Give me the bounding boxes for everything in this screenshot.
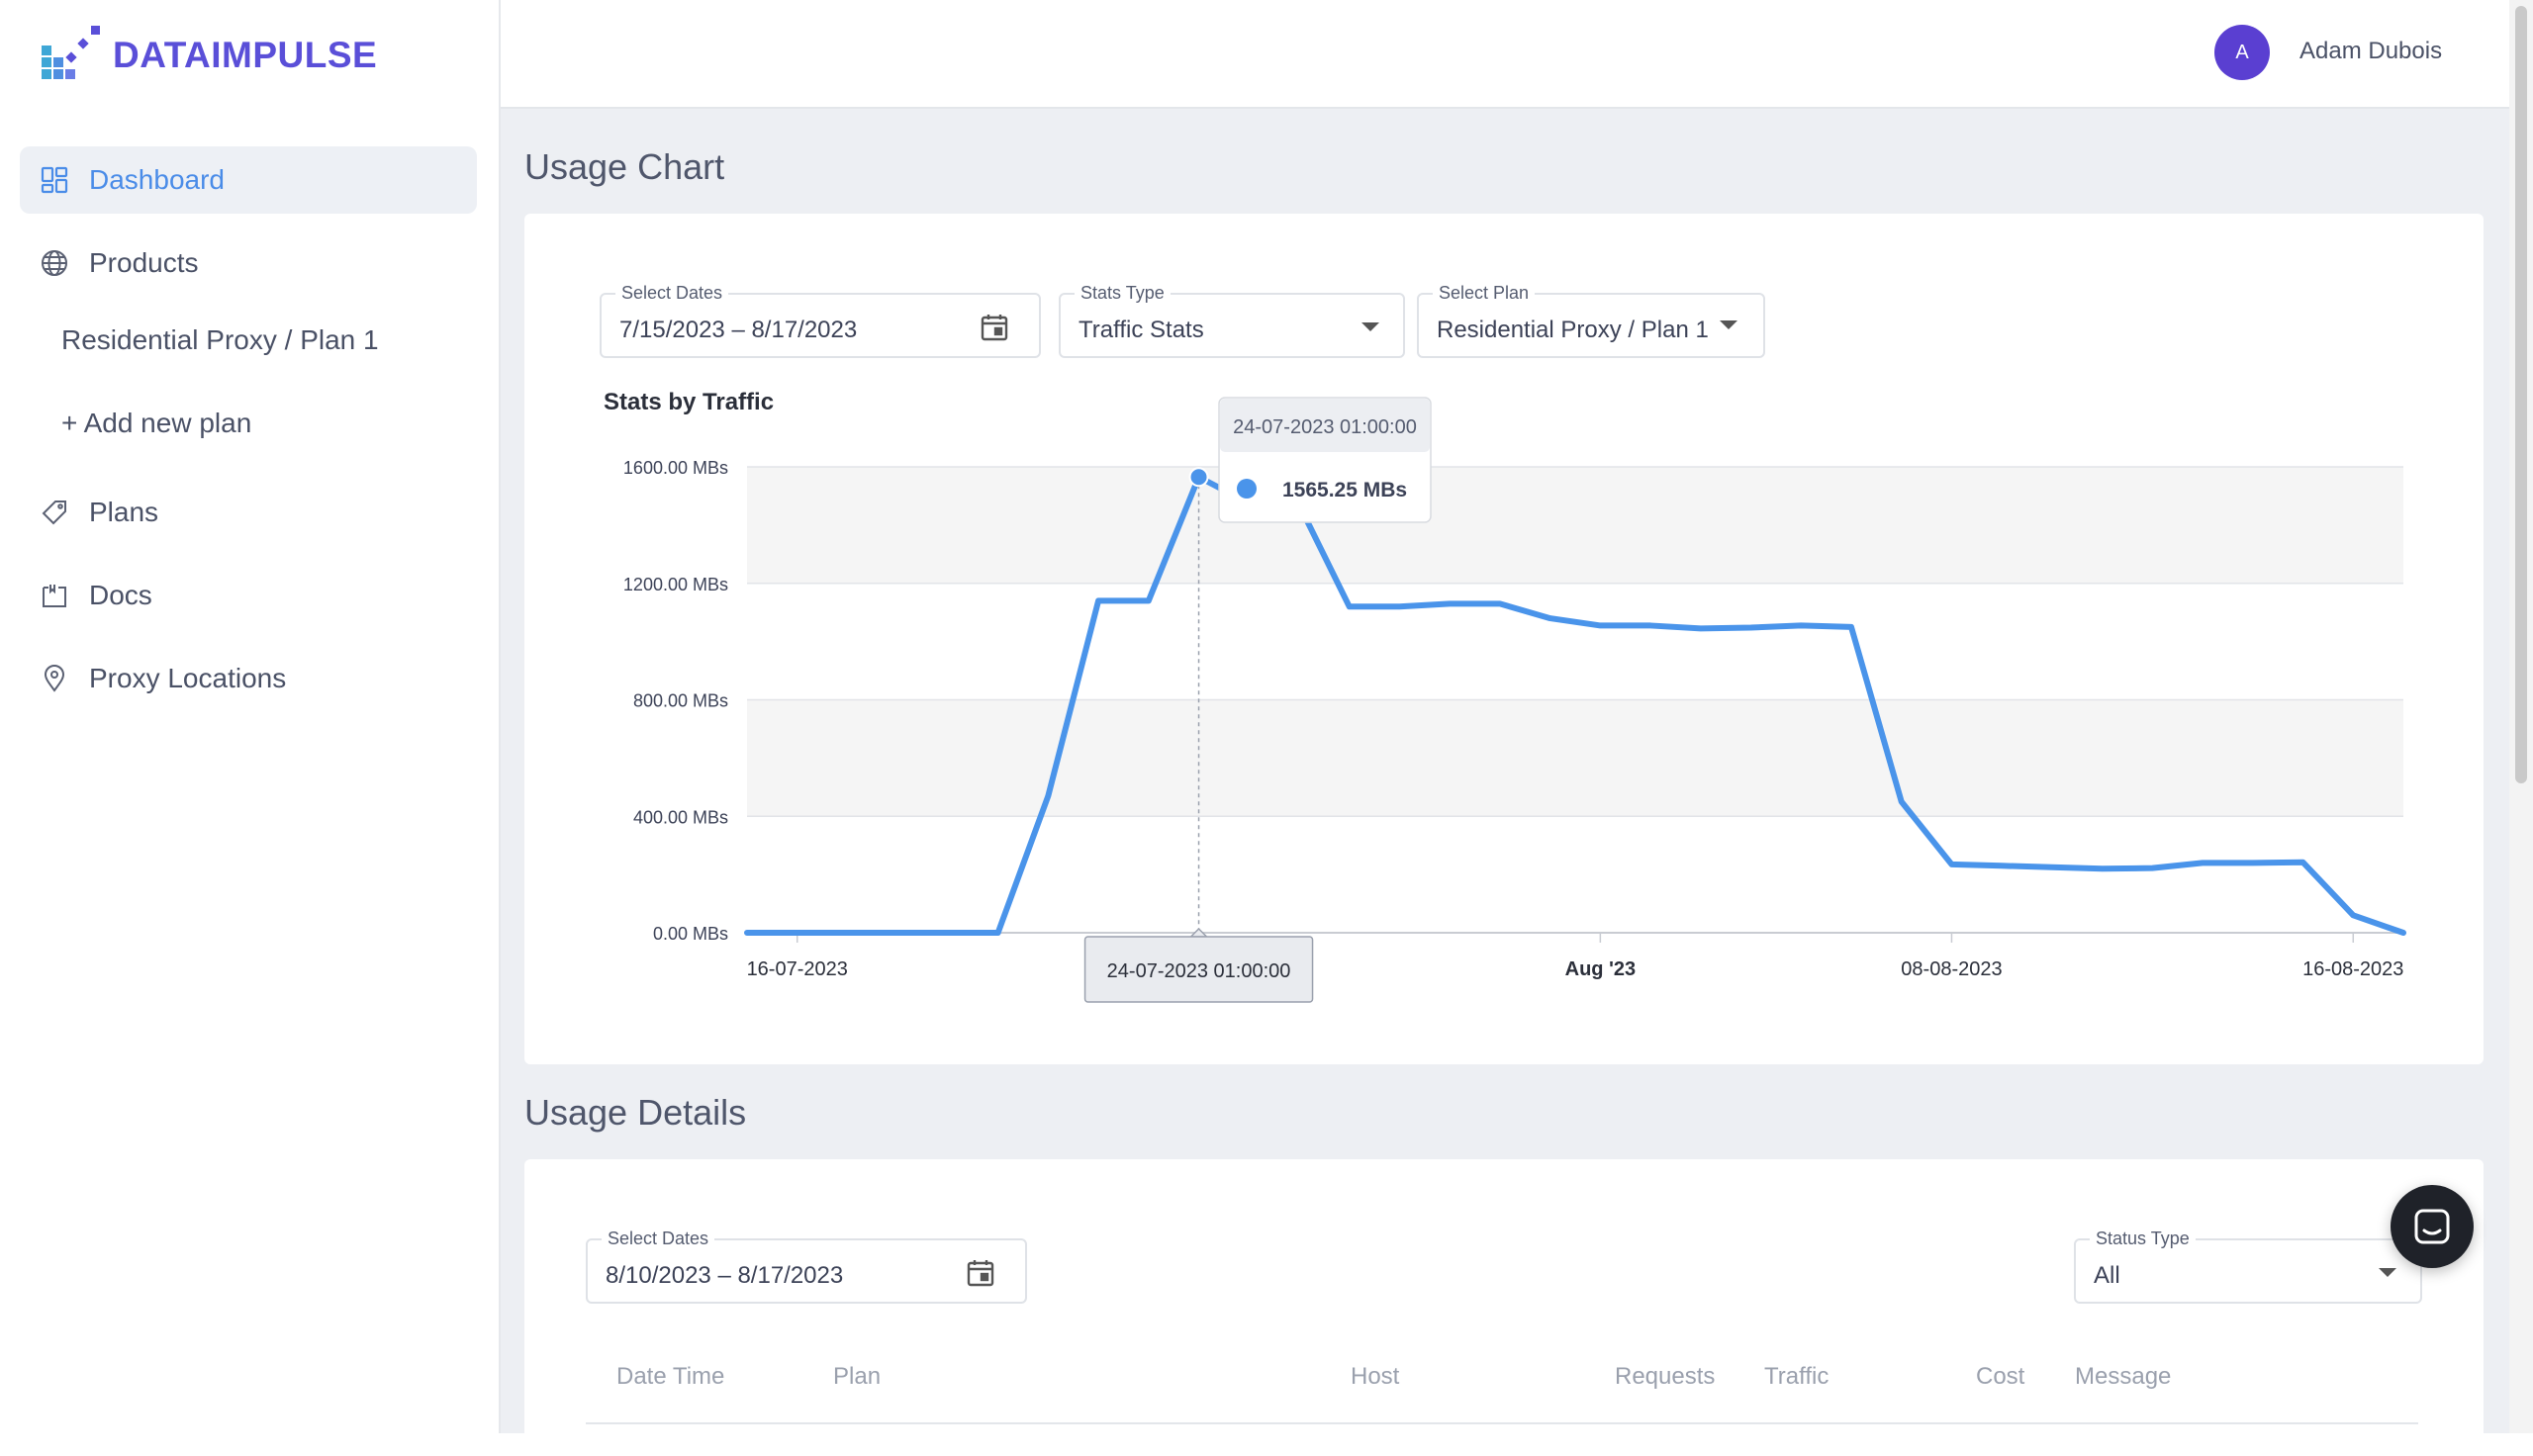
sidebar-item-residential-proxy-plan[interactable]: Residential Proxy / Plan 1 [61,324,379,355]
sidebar-item-label: Docs [89,580,152,610]
series-line [744,474,2406,936]
usage-details-title: Usage Details [524,1092,747,1133]
traffic-line-chart[interactable]: Stats by Traffic 0.00 MBs 400.00 MBs 800.0… [0,0,2533,1088]
details-select-dates-field[interactable]: Select Dates 8/10/2023 – 8/17/2023 [586,1228,1027,1304]
chart-series[interactable] [744,467,2406,936]
brand-logo[interactable]: DATAIMPULSE [40,24,377,87]
column-header-requests[interactable]: Requests [1615,1363,1716,1390]
avatar[interactable]: A [2214,25,2270,80]
column-header-cost[interactable]: Cost [1976,1363,2025,1390]
chart-title: Stats by Traffic [604,389,774,415]
field-value: 8/10/2023 – 8/17/2023 [606,1262,844,1289]
chart-grid [747,466,2403,934]
field-value: Traffic Stats [1079,317,1204,343]
brand-name: DATAIMPULSE [113,35,378,75]
column-header-host[interactable]: Host [1351,1363,1400,1390]
sidebar-item-label: Plans [89,497,159,527]
tag-icon [40,498,69,527]
y-axis: 0.00 MBs 400.00 MBs 800.00 MBs 1200.00 MBs 1… [623,458,728,944]
column-header-traffic[interactable]: Traffic [1764,1363,1829,1390]
calendar-icon[interactable] [980,313,1009,347]
tooltip-title: 24-07-2023 01:00:00 [1233,416,1417,438]
status-type-select[interactable]: Status Type All [2074,1228,2422,1304]
grid-band [747,467,2403,584]
sidebar-item-add-new-plan[interactable]: + Add new plan [61,408,252,438]
crosshair-label: 24-07-2023 01:00:00 [1107,960,1291,982]
chat-icon [2414,1209,2450,1244]
usage-details-card [524,1159,2484,1456]
tooltip-series-marker [1237,479,1257,499]
globe-icon [40,248,69,278]
chart-tooltip: 24-07-2023 01:00:00 1565.25 MBs [1218,397,1432,523]
x-axis: 16-07-2023 Aug '23 08-08-2023 16-08-2023 [747,933,2403,980]
grid-band [747,699,2403,817]
x-tick-label: Aug '23 [1565,958,1636,980]
y-tick-label: 0.00 MBs [653,924,728,944]
user-name[interactable]: Adam Dubois [2299,38,2443,64]
dataimpulse-logo-icon [42,26,100,79]
crosshair: 24-07-2023 01:00:00 [1083,477,1314,1003]
stats-type-select[interactable]: Stats Type Traffic Stats [1059,283,1405,358]
column-header-message[interactable]: Message [2075,1363,2172,1390]
sidebar-item-docs[interactable]: Docs [20,562,477,629]
chevron-down-icon [2379,1268,2396,1277]
sidebar-item-label: Dashboard [89,164,225,195]
chevron-down-icon [1720,320,1737,329]
sidebar-item-dashboard[interactable]: Dashboard [20,146,477,214]
column-header-date-time[interactable]: Date Time [616,1363,725,1390]
y-tick-label: 400.00 MBs [633,807,728,827]
y-tick-label: 1200.00 MBs [623,575,728,594]
select-plan-select[interactable]: Select Plan Residential Proxy / Plan 1 [1417,283,1765,358]
tooltip-value: 1565.25 MBs [1282,479,1407,501]
sidebar-item-products[interactable]: Products [20,229,477,297]
chevron-down-icon [1361,322,1379,331]
top-bar [501,0,2509,109]
chat-widget-button[interactable] [2391,1185,2474,1268]
sidebar-item-label: Proxy Locations [89,663,287,693]
usage-chart-title: Usage Chart [524,146,725,187]
location-pin-icon [40,664,69,693]
field-label: Status Type [2090,1228,2196,1249]
field-label: Stats Type [1075,283,1171,304]
table-header-divider [586,1422,2418,1424]
x-tick-label: 08-08-2023 [1901,958,2002,980]
field-value: All [2094,1262,2120,1289]
dashboard-icon [40,165,69,195]
crosshair-label-box [1083,936,1314,1003]
column-header-plan[interactable]: Plan [833,1363,882,1390]
calendar-icon[interactable] [966,1258,995,1293]
y-tick-label: 1600.00 MBs [623,458,728,478]
sidebar: DATAIMPULSE Dashboard Products Residenti… [0,0,501,1433]
sidebar-item-proxy-locations[interactable]: Proxy Locations [20,645,477,712]
field-label: Select Plan [1433,283,1536,304]
tooltip-header [1220,399,1430,452]
sidebar-item-plans[interactable]: Plans [20,479,477,546]
field-label: Select Dates [602,1228,715,1249]
sidebar-item-label: Products [89,247,199,278]
x-tick-label: 16-07-2023 [747,958,848,980]
docs-icon [40,581,69,610]
y-tick-label: 800.00 MBs [633,691,728,711]
field-value: 7/15/2023 – 8/17/2023 [619,317,858,343]
field-label: Select Dates [615,283,729,304]
x-tick-label: 16-08-2023 [2302,958,2403,980]
scrollbar-thumb[interactable] [2515,6,2527,783]
chart-select-dates-field[interactable]: Select Dates 7/15/2023 – 8/17/2023 [600,283,1041,358]
field-value: Residential Proxy / Plan 1 [1437,317,1709,343]
highlighted-data-point [1188,467,1209,488]
